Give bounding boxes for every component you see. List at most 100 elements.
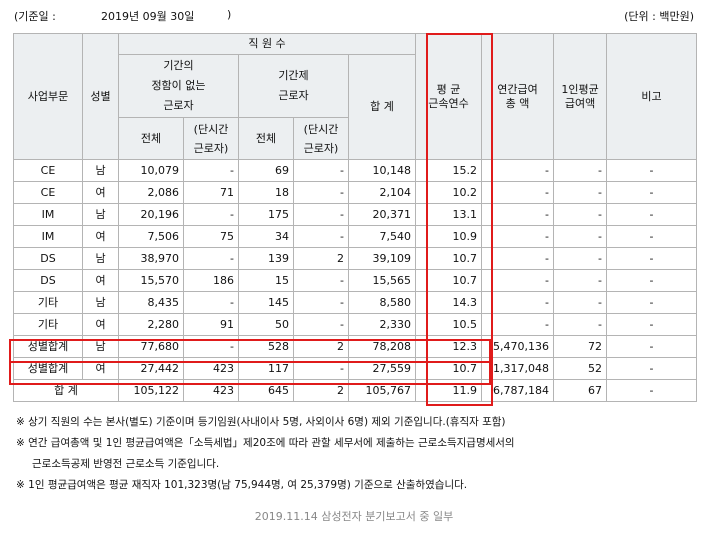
header-all: 전체	[238, 117, 294, 160]
cell-sum: 20,371	[347, 203, 417, 226]
total-tenure: 11.9	[415, 379, 483, 402]
cell-contract-part-time: -	[293, 181, 349, 204]
cell-contract: 139	[238, 247, 294, 270]
cell-permanent-part-time: 186	[183, 269, 239, 292]
cell-division: 기타	[13, 291, 83, 314]
cell-remarks: -	[606, 181, 698, 204]
cell-annual-salary: 1,317,048	[481, 357, 555, 380]
cell-sum: 2,104	[347, 181, 417, 204]
cell-contract: 50	[238, 313, 294, 336]
cell-annual-salary: -	[481, 269, 555, 292]
cell-contract: 145	[238, 291, 294, 314]
cell-gender: 남	[82, 291, 119, 314]
cell-gender: 남	[82, 247, 119, 270]
cell-annual-salary: -	[481, 203, 555, 226]
cell-permanent: 77,680	[118, 335, 184, 358]
cell-permanent: 2,086	[118, 181, 184, 204]
total-salary: 6,787,184	[481, 379, 555, 402]
table-row: IM 여 7,506 75 34-7,540 10.9- - -	[13, 225, 698, 248]
cell-gender: 남	[82, 159, 119, 182]
header-part-time: (단시간 근로자)	[293, 117, 349, 160]
base-date: 2019년 09월 30일	[101, 10, 195, 23]
header-remarks: 비고	[606, 33, 698, 160]
cell-avg-tenure: 10.9	[415, 225, 483, 248]
cell-gender: 남	[82, 335, 119, 358]
cell-contract-part-time: -	[293, 203, 349, 226]
cell-avg-tenure: 13.1	[415, 203, 483, 226]
cell-contract-part-time: -	[293, 357, 349, 380]
cell-permanent-part-time: -	[183, 159, 239, 182]
cell-sum: 78,208	[347, 335, 417, 358]
cell-annual-salary: -	[481, 159, 555, 182]
cell-permanent-part-time: 75	[183, 225, 239, 248]
cell-contract: 528	[238, 335, 294, 358]
cell-permanent: 15,570	[118, 269, 184, 292]
total-cont: 645	[238, 379, 294, 402]
cell-sum: 39,109	[347, 247, 417, 270]
cell-annual-salary: -	[481, 181, 555, 204]
cell-contract-part-time: -	[293, 159, 349, 182]
total-note: -	[606, 379, 698, 402]
table-row: CE 여 2,086 71 18-2,104 10.2- - -	[13, 181, 698, 204]
source-caption: 2019.11.14 삼성전자 분기보고서 중 일부	[254, 510, 454, 523]
cell-permanent-part-time: 91	[183, 313, 239, 336]
cell-avg-tenure: 14.3	[415, 291, 483, 314]
cell-division: CE	[13, 181, 83, 204]
cell-permanent: 38,970	[118, 247, 184, 270]
total-avg: 67	[553, 379, 608, 402]
cell-contract: 175	[238, 203, 294, 226]
cell-per-capita: -	[553, 203, 608, 226]
cell-avg-tenure: 10.7	[415, 269, 483, 292]
note-line: ※ 상기 직원의 수는 본사(별도) 기준이며 등기임원(사내이사 5명, 사외…	[16, 416, 506, 428]
cell-per-capita: -	[553, 247, 608, 270]
cell-remarks: -	[606, 357, 698, 380]
cell-contract: 18	[238, 181, 294, 204]
cell-permanent: 20,196	[118, 203, 184, 226]
cell-avg-tenure: 10.7	[415, 357, 483, 380]
header-annual-salary: 연간급여 총 액	[481, 33, 555, 160]
cell-gender: 남	[82, 203, 119, 226]
cell-annual-salary: 5,470,136	[481, 335, 555, 358]
cell-contract: 34	[238, 225, 294, 248]
cell-avg-tenure: 15.2	[415, 159, 483, 182]
header-total-sum: 합 계	[347, 54, 417, 160]
cell-gender: 여	[82, 269, 119, 292]
note-line: ※ 연간 급여총액 및 1인 평균급여액은「소득세법」제20조에 따라 관할 세…	[16, 437, 515, 449]
cell-division: 기타	[13, 313, 83, 336]
table-row: 성별합계 남 77,680-528 2 78,208 12.3 5,470,136 72-	[13, 335, 698, 358]
unit-label: (단위 : 백만원)	[624, 10, 694, 23]
cell-sum: 10,148	[347, 159, 417, 182]
table-row: 성별합계 여 27,442 423 117-27,559 10.7 1,317,048 52-	[13, 357, 698, 380]
cell-permanent: 27,442	[118, 357, 184, 380]
header-part-time: (단시간 근로자)	[183, 117, 239, 160]
total-label: 합 계	[13, 379, 119, 402]
cell-sum: 27,559	[347, 357, 417, 380]
cell-per-capita: -	[553, 181, 608, 204]
cell-remarks: -	[606, 335, 698, 358]
cell-avg-tenure: 10.2	[415, 181, 483, 204]
table-row: IM 남 20,196-175-20,371 13.1- - -	[13, 203, 698, 226]
header-employees: 직 원 수	[117, 33, 417, 55]
cell-contract-part-time: -	[293, 269, 349, 292]
cell-permanent-part-time: -	[183, 335, 239, 358]
cell-division: CE	[13, 159, 83, 182]
cell-per-capita: 52	[553, 357, 608, 380]
table-body: CE 남 10,079-69-10,148 15.2- - - CE 여 2,086 71 18-2…	[13, 159, 698, 380]
cell-permanent-part-time: 423	[183, 357, 239, 380]
header-gender: 성별	[82, 33, 119, 160]
cell-remarks: -	[606, 269, 698, 292]
cell-gender: 여	[82, 357, 119, 380]
cell-sum: 8,580	[347, 291, 417, 314]
cell-remarks: -	[606, 159, 698, 182]
cell-permanent-part-time: -	[183, 247, 239, 270]
cell-division: 성별합계	[13, 357, 83, 380]
header-permanent: 기간의 정함이 없는 근로자	[118, 54, 239, 118]
cell-annual-salary: -	[481, 225, 555, 248]
cell-remarks: -	[606, 225, 698, 248]
report-header: (기준일 : 2019년 09월 30일 ) (단위 : 백만원)	[14, 8, 694, 26]
note-line: 근로소득공제 반영전 근로소득 기준입니다.	[32, 458, 220, 470]
cell-remarks: -	[606, 203, 698, 226]
cell-permanent-part-time: 71	[183, 181, 239, 204]
cell-remarks: -	[606, 313, 698, 336]
cell-permanent-part-time: -	[183, 291, 239, 314]
